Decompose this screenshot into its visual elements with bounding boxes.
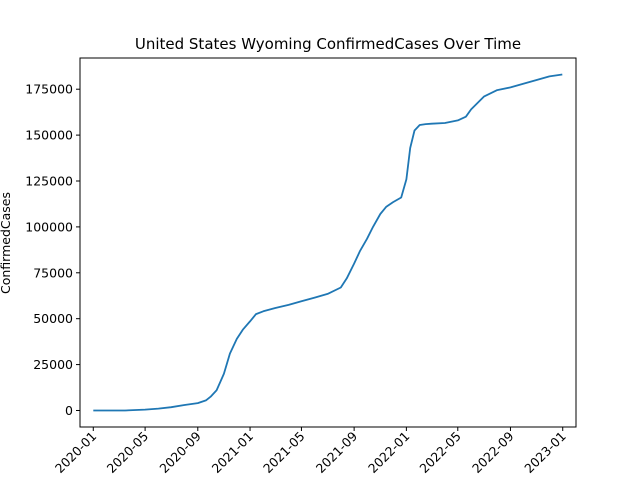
y-tick-label: 150000 (25, 128, 73, 143)
y-tick-label: 175000 (25, 82, 73, 97)
y-tick-label: 125000 (25, 174, 73, 189)
y-tick-label: 75000 (33, 265, 73, 280)
x-tick-label: 2022-09 (469, 428, 517, 476)
x-tick-label: 2021-09 (313, 428, 361, 476)
x-tick-label: 2021-01 (209, 429, 257, 477)
x-tick-label: 2020-05 (104, 429, 152, 477)
plot-area-frame (79, 57, 577, 428)
x-tick-label: 2023-01 (521, 429, 569, 477)
chart-title: United States Wyoming ConfirmedCases Ove… (135, 35, 521, 53)
x-tick-label: 2020-01 (52, 429, 100, 477)
y-axis: 0 25000 50000 75000 100000 125000 150000 175000 (25, 82, 80, 418)
y-tick-label: 25000 (33, 357, 73, 372)
series-layer (93, 73, 563, 412)
y-tick-label: 50000 (33, 311, 73, 326)
x-axis: 2020-01 2020-05 2020-09 2021-01 2021-05 2021-… (52, 427, 569, 476)
series-line (93, 73, 563, 412)
y-axis-label: ConfirmedCases (0, 192, 13, 294)
x-tick-label: 2020-09 (156, 428, 204, 476)
y-tick-label: 100000 (25, 219, 73, 234)
x-tick-label: 2022-01 (365, 429, 413, 477)
x-tick-label: 2021-05 (260, 429, 308, 477)
y-tick-label: 0 (65, 403, 73, 418)
x-tick-label: 2022-05 (416, 429, 464, 477)
